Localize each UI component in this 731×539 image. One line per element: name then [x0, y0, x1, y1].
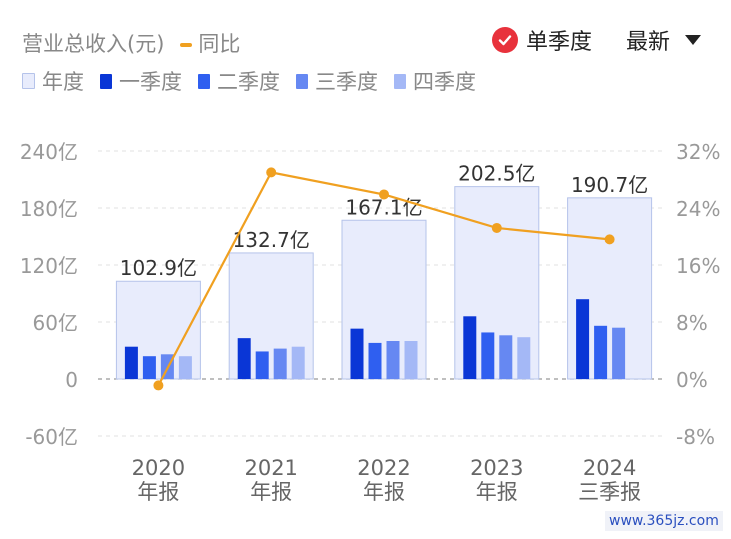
- single-quarter-label: 单季度: [526, 30, 593, 55]
- quarter-bar: [291, 346, 305, 379]
- y-left-tick: 120亿: [20, 254, 78, 278]
- quarter-bar: [386, 341, 400, 379]
- revenue-title: 营业总收入(元): [22, 32, 165, 56]
- legend-item-q4[interactable]: 四季度: [394, 66, 476, 96]
- quarter-bar: [368, 342, 382, 379]
- y-right-tick: -8%: [676, 425, 715, 449]
- legend-item-q1[interactable]: 一季度: [100, 66, 182, 96]
- x-tick-label: 年报: [250, 480, 292, 504]
- legend-label-q1: 一季度: [119, 70, 182, 94]
- yoy-point: [379, 189, 389, 200]
- chart-header: 营业总收入(元) 同比 单季度 最新: [22, 24, 722, 58]
- y-left-tick: 180亿: [20, 197, 78, 221]
- legend-swatch-q4: [394, 73, 406, 89]
- period-dropdown[interactable]: 最新: [626, 24, 702, 56]
- series-legend-title: 营业总收入(元) 同比: [22, 28, 240, 58]
- legend-label-q3: 三季度: [315, 70, 378, 94]
- y-left-tick: -60亿: [25, 425, 78, 449]
- quarter-bar: [499, 335, 513, 379]
- legend-item-q3[interactable]: 三季度: [296, 66, 378, 96]
- x-tick-label: 2023: [470, 456, 523, 480]
- x-tick-label: 2021: [244, 456, 297, 480]
- yoy-point: [604, 234, 615, 245]
- quarter-bar: [576, 299, 590, 379]
- watermark: www.365jz.com: [605, 511, 723, 531]
- legend-label-q4: 四季度: [413, 70, 476, 94]
- period-dropdown-label: 最新: [626, 30, 671, 55]
- quarter-bar: [350, 328, 364, 379]
- y-right-tick: 24%: [676, 197, 720, 221]
- yoy-line-icon: [180, 43, 193, 47]
- x-tick-label: 年报: [476, 480, 518, 504]
- yoy-label: 同比: [198, 32, 241, 56]
- x-tick-label: 三季报: [578, 480, 641, 504]
- y-left-tick: 60亿: [33, 311, 78, 335]
- legend-swatch-annual: [22, 73, 35, 89]
- legend-label-q2: 二季度: [217, 70, 280, 94]
- quarter-bar: [237, 338, 251, 379]
- quarter-bar: [517, 337, 531, 379]
- x-tick-label: 2022: [357, 456, 410, 480]
- annual-data-label: 102.9亿: [120, 256, 197, 280]
- annual-data-label: 132.7亿: [233, 228, 310, 252]
- quarter-bar: [255, 351, 269, 379]
- quarter-bar: [273, 348, 287, 379]
- quarter-bar: [481, 332, 495, 379]
- legend-item-annual[interactable]: 年度: [22, 66, 84, 96]
- quarter-bar: [404, 341, 418, 379]
- y-right-tick: 0%: [676, 368, 708, 392]
- quarter-bar: [178, 356, 192, 379]
- y-right-tick: 32%: [676, 140, 720, 164]
- quarter-bar: [124, 346, 138, 379]
- legend-swatch-q2: [198, 73, 210, 89]
- legend-label-annual: 年度: [42, 70, 84, 94]
- caret-down-icon: [684, 31, 702, 50]
- annual-data-label: 202.5亿: [458, 162, 535, 186]
- annual-data-label: 190.7亿: [571, 173, 648, 197]
- single-quarter-toggle[interactable]: 单季度: [492, 24, 592, 56]
- quarter-bar: [612, 327, 626, 379]
- yoy-point: [153, 380, 164, 391]
- legend-swatch-q1: [100, 73, 112, 89]
- legend-swatch-q3: [296, 73, 308, 89]
- x-tick-label: 年报: [137, 480, 179, 504]
- x-tick-label: 年报: [363, 480, 405, 504]
- y-left-tick: 0: [65, 368, 78, 392]
- yoy-point: [491, 222, 502, 233]
- quarter-bar: [142, 356, 156, 379]
- y-left-tick: 240亿: [20, 140, 78, 164]
- y-right-tick: 8%: [676, 311, 708, 335]
- x-tick-label: 2020: [132, 456, 185, 480]
- quarter-bar: [594, 325, 608, 379]
- yoy-point: [266, 167, 277, 178]
- check-icon: [492, 27, 518, 53]
- quarter-bar: [463, 316, 477, 379]
- y-right-tick: 16%: [676, 254, 720, 278]
- x-tick-label: 2024: [583, 456, 636, 480]
- quarter-legend: 年度 一季度 二季度 三季度 四季度: [22, 66, 492, 96]
- legend-item-q2[interactable]: 二季度: [198, 66, 280, 96]
